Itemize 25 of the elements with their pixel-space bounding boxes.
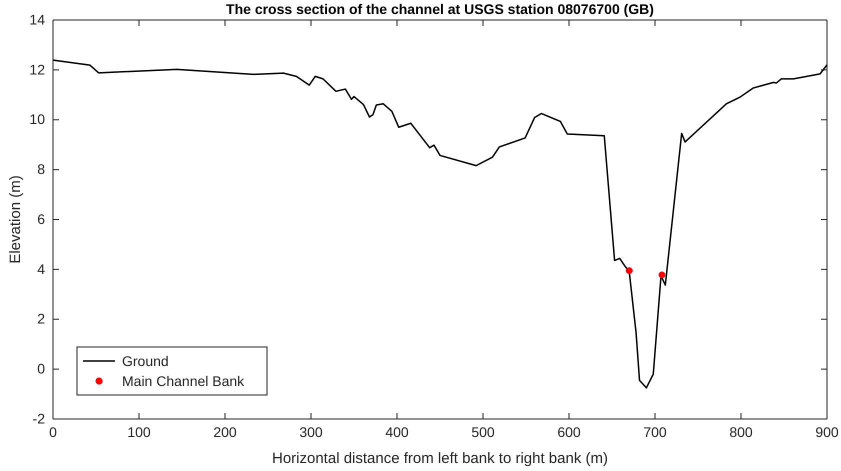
x-tick-label: 100 bbox=[127, 424, 151, 440]
y-tick-label: 14 bbox=[29, 11, 46, 28]
y-tick-label: 6 bbox=[37, 210, 46, 227]
x-tick-label: 200 bbox=[213, 424, 237, 440]
x-tick-label: 800 bbox=[729, 424, 753, 440]
legend-label: Main Channel Bank bbox=[122, 373, 246, 389]
y-tick-label: 12 bbox=[29, 61, 46, 78]
x-tick-label: 500 bbox=[471, 424, 495, 440]
x-tick-label: 400 bbox=[385, 424, 409, 440]
x-tick-label: 0 bbox=[49, 424, 58, 440]
chart-title: The cross section of the channel at USGS station 08076700 (GB) bbox=[226, 1, 654, 17]
line-series bbox=[52, 59, 828, 389]
y-tick-label: 10 bbox=[29, 111, 46, 128]
x-tick-label: 300 bbox=[299, 424, 323, 440]
y-tick-label: 4 bbox=[37, 260, 46, 277]
y-tick-label: 2 bbox=[37, 310, 46, 327]
x-tick-label: 700 bbox=[643, 424, 667, 440]
y-axis-title: Elevation (m) bbox=[7, 175, 24, 264]
y-tick-label: 8 bbox=[37, 161, 46, 178]
x-tick-label: 600 bbox=[557, 424, 581, 440]
x-tick-label: 900 bbox=[815, 424, 839, 440]
x-axis-title: Horizontal distance from left bank to right bank (m) bbox=[272, 450, 608, 467]
y-tick-label: 0 bbox=[37, 360, 46, 377]
y-tick-label: -2 bbox=[32, 410, 46, 426]
legend-label: Ground bbox=[122, 353, 169, 369]
